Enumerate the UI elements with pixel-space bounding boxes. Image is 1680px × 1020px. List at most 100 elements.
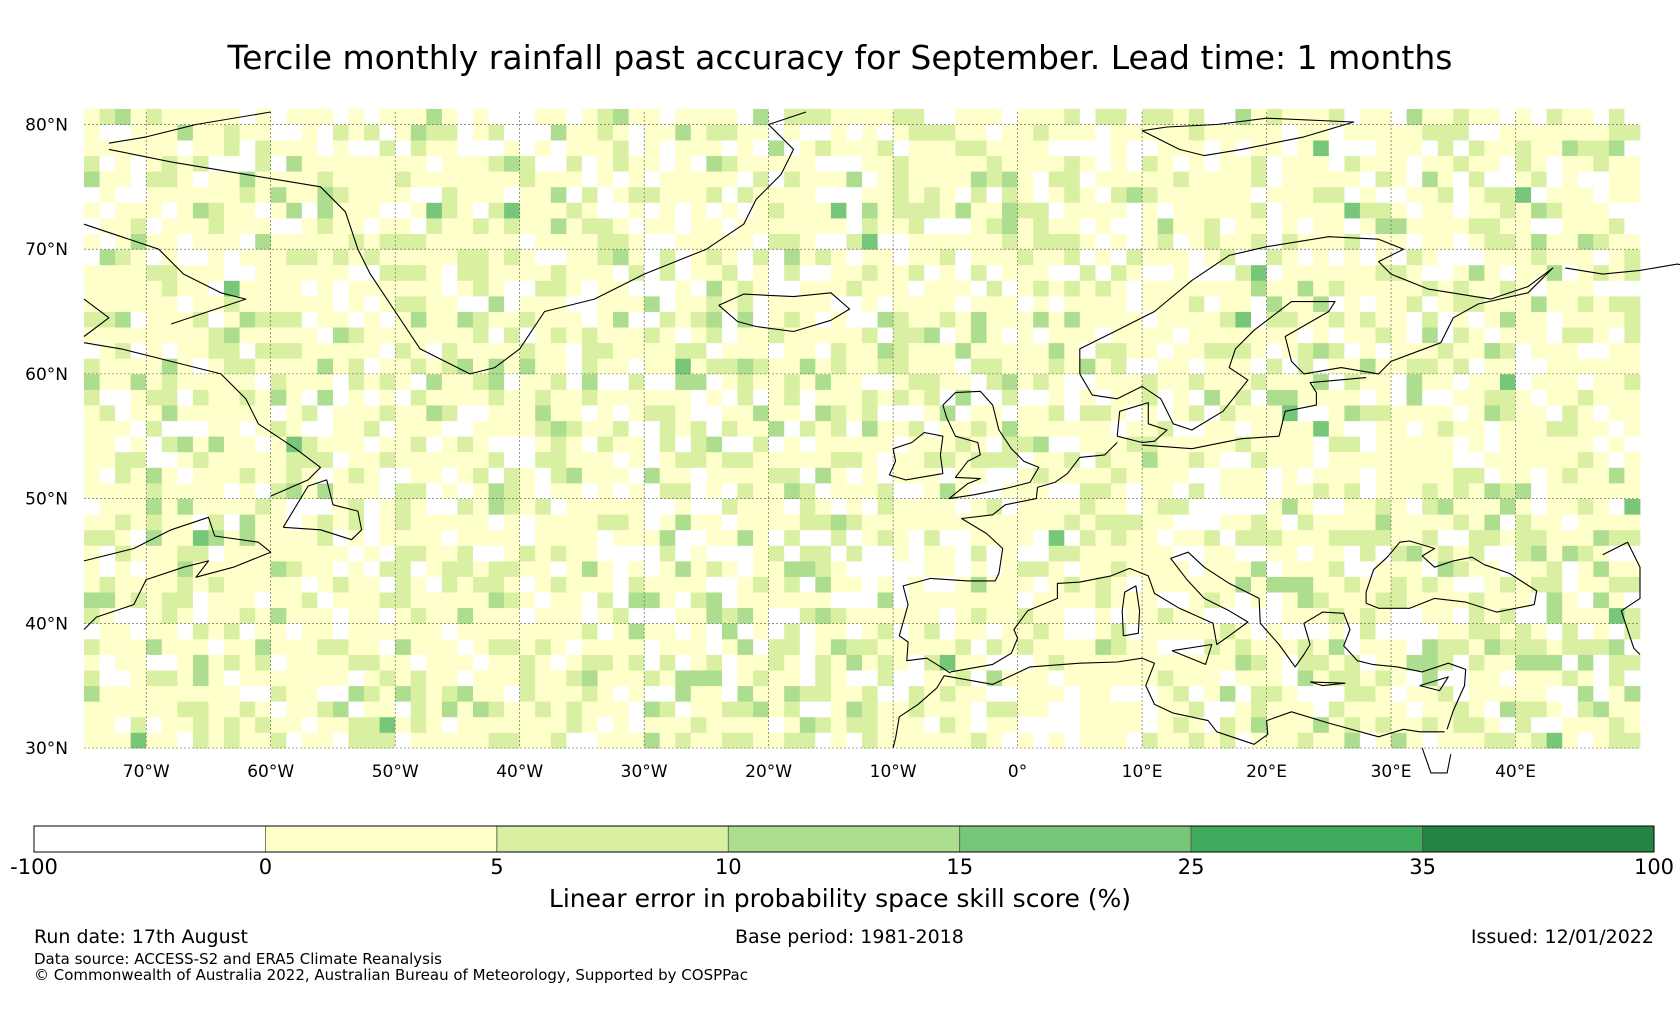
skill-cell [1328, 529, 1345, 546]
skill-cell [1002, 233, 1018, 250]
skill-cell [675, 545, 692, 562]
skill-cell [192, 218, 209, 234]
skill-cell [1562, 389, 1579, 406]
skill-cell [519, 623, 536, 640]
skill-cell [535, 638, 552, 655]
skill-cell [1359, 358, 1376, 375]
skill-cell [348, 436, 365, 453]
skill-cell [566, 171, 583, 188]
skill-cell [115, 202, 132, 219]
skill-cell [737, 264, 754, 281]
skill-cell [239, 124, 256, 141]
skill-cell [270, 389, 287, 406]
skill-cell [146, 171, 163, 188]
skill-cell [146, 202, 163, 219]
skill-cell [768, 607, 785, 624]
skill-cell [410, 560, 427, 577]
skill-cell [768, 467, 785, 484]
skill-cell [1157, 342, 1174, 359]
skill-cell [1219, 171, 1236, 188]
skill-cell [1608, 467, 1625, 484]
skill-cell [301, 436, 318, 453]
skill-cell [1359, 311, 1376, 328]
skill-cell [99, 373, 116, 390]
skill-cell [130, 342, 147, 359]
skill-cell [1033, 233, 1050, 250]
skill-cell [644, 280, 661, 297]
skill-cell [1188, 295, 1205, 312]
skill-cell [877, 436, 894, 453]
skill-cell [737, 623, 754, 640]
skill-cell [597, 701, 614, 718]
skill-cell [504, 202, 521, 219]
skill-cell [1608, 514, 1625, 531]
skill-cell [1266, 202, 1283, 219]
skill-cell [130, 592, 147, 609]
skill-cell [301, 155, 318, 172]
skill-cell [130, 529, 147, 546]
skill-cell [1608, 342, 1625, 359]
skill-cell [613, 358, 629, 375]
skill-cell [1344, 186, 1361, 203]
skill-cell [519, 514, 536, 531]
skill-cell [1219, 654, 1236, 671]
skill-cell [1251, 467, 1267, 484]
skill-cell [161, 623, 178, 640]
skill-cell [644, 155, 661, 172]
skill-cell [348, 576, 365, 593]
skill-cell [1515, 249, 1532, 266]
skill-cell [1531, 685, 1548, 702]
skill-cell [379, 124, 396, 141]
skill-cell [473, 514, 489, 531]
skill-cell [1282, 186, 1299, 203]
skill-cell [1531, 716, 1548, 733]
skill-cell [1593, 514, 1610, 531]
skill-cell [488, 186, 505, 203]
skill-cell [659, 498, 676, 515]
skill-cell [1002, 405, 1018, 422]
skill-cell [1500, 514, 1516, 531]
lon-tick-label: 30°W [621, 762, 668, 782]
skill-cell [1624, 560, 1641, 577]
skill-cell [301, 295, 318, 312]
skill-cell [488, 155, 505, 172]
skill-cell [1608, 295, 1625, 312]
skill-cell [1064, 233, 1081, 250]
skill-cell [1546, 451, 1563, 468]
skill-cell [426, 358, 443, 375]
skill-cell [1266, 358, 1283, 375]
skill-cell [130, 654, 147, 671]
skill-cell [862, 576, 878, 593]
skill-cell [737, 685, 754, 702]
skill-cell [1375, 171, 1392, 188]
skill-cell [939, 576, 956, 593]
skill-cell [1282, 716, 1299, 733]
skill-cell [1453, 545, 1470, 562]
skill-cell [457, 498, 474, 515]
skill-cell [317, 405, 334, 422]
skill-cell [1593, 467, 1610, 484]
skill-cell [722, 108, 738, 125]
skill-cell [877, 373, 894, 390]
skill-cell [550, 218, 567, 234]
skill-cell [784, 623, 801, 640]
skill-cell [1204, 638, 1221, 655]
colorbar-tick-label: 15 [946, 855, 973, 879]
skill-cell [939, 701, 956, 718]
skill-cell [99, 732, 116, 749]
skill-cell [1406, 529, 1423, 546]
skill-cell [644, 202, 661, 219]
skill-cell [644, 249, 661, 266]
skill-cell [877, 311, 894, 328]
skill-cell [208, 389, 225, 406]
skill-cell [1562, 483, 1579, 499]
skill-cell [146, 685, 163, 702]
skill-cell [473, 467, 489, 484]
skill-cell [1562, 685, 1579, 702]
skill-cell [379, 311, 396, 328]
skill-cell [1484, 654, 1501, 671]
skill-cell [1468, 607, 1485, 624]
skill-cell [628, 483, 645, 499]
skill-cell [1204, 498, 1221, 515]
skill-cell [846, 373, 863, 390]
